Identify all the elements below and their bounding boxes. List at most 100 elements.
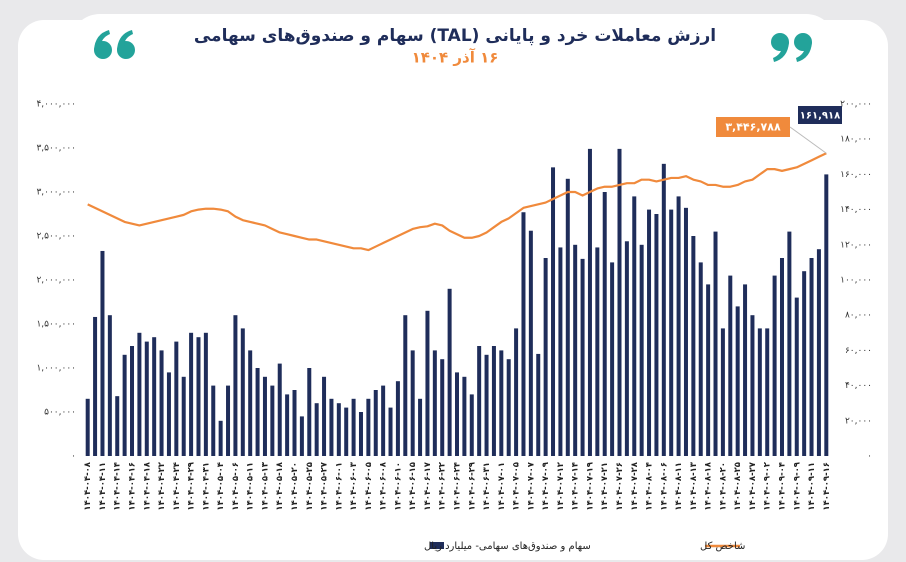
bar bbox=[403, 315, 408, 456]
y-tick-label: ۴,۰۰۰,۰۰۰ bbox=[36, 100, 76, 110]
x-tick-label: ۱۴۰۴-۰۵-۱۳ bbox=[260, 461, 270, 510]
bar bbox=[691, 236, 696, 456]
x-tick-label: ۱۴۰۴-۰۴-۲۲ bbox=[157, 461, 167, 510]
annotation-box bbox=[716, 117, 790, 137]
x-tick-label: ۱۴۰۴-۰۷-۲۱ bbox=[600, 462, 610, 511]
bar bbox=[351, 398, 356, 456]
bar bbox=[661, 163, 666, 456]
bar bbox=[824, 174, 829, 456]
y2-tick-label: ۲۰۰,۰۰۰ bbox=[840, 100, 872, 110]
bar bbox=[152, 337, 157, 456]
bar bbox=[373, 390, 378, 456]
x-tick-label: ۱۴۰۴-۰۵-۱۱ bbox=[246, 462, 256, 511]
x-tick-label: ۱۴۰۴-۰۸-۱۱ bbox=[674, 462, 684, 511]
y-tick-label: ۲,۰۰۰,۰۰۰ bbox=[36, 276, 76, 286]
bar bbox=[211, 385, 216, 456]
y2-tick-label: ۱۶۰,۰۰۰ bbox=[840, 170, 872, 180]
x-tick-label: ۱۴۰۴-۰۶-۲۹ bbox=[467, 461, 477, 510]
bar bbox=[240, 328, 245, 456]
y-tick-label: ۱,۰۰۰,۰۰۰ bbox=[36, 364, 76, 374]
y2-tick-label: ۱۰۰,۰۰۰ bbox=[840, 276, 872, 286]
bar bbox=[462, 376, 467, 456]
bar bbox=[676, 196, 681, 456]
bar bbox=[248, 350, 253, 456]
y2-tick-label: ۱۸۰,۰۰۰ bbox=[840, 135, 872, 145]
bar bbox=[196, 337, 201, 456]
bar bbox=[322, 376, 327, 456]
bar bbox=[137, 332, 142, 456]
x-tick-label: ۱۴۰۴-۰۶-۲۲ bbox=[438, 461, 448, 510]
bar bbox=[307, 368, 312, 456]
bar bbox=[506, 359, 511, 456]
bar bbox=[772, 275, 777, 456]
x-tick-label: ۱۴۰۴-۰۷-۰۵ bbox=[512, 462, 522, 511]
bar bbox=[551, 167, 556, 457]
bar bbox=[395, 381, 400, 456]
x-tick-label: ۱۴۰۴-۰۸-۲۵ bbox=[733, 462, 743, 511]
annotation-box bbox=[798, 106, 842, 124]
bar bbox=[728, 275, 733, 456]
x-tick-label: ۱۴۰۴-۰۶-۱۷ bbox=[423, 461, 433, 510]
bar bbox=[425, 310, 430, 456]
bar bbox=[491, 346, 496, 456]
bar bbox=[573, 244, 578, 456]
bar bbox=[277, 363, 282, 456]
bar bbox=[174, 341, 179, 456]
bar bbox=[144, 341, 149, 456]
bar bbox=[189, 332, 194, 456]
bar bbox=[432, 350, 437, 456]
y-tick-label: ۵۰۰,۰۰۰ bbox=[44, 408, 76, 418]
bar bbox=[610, 262, 615, 456]
bar bbox=[344, 407, 349, 456]
bar bbox=[255, 368, 260, 456]
x-tick-label: ۱۴۰۴-۰۶-۳۱ bbox=[482, 462, 492, 511]
bar bbox=[654, 214, 659, 456]
legend-swatch bbox=[430, 542, 444, 549]
x-tick-label: ۱۴۰۴-۰۶-۲۴ bbox=[453, 462, 463, 511]
x-tick-label: ۱۴۰۴-۰۷-۱۴ bbox=[571, 462, 581, 511]
bar bbox=[130, 346, 135, 456]
bar bbox=[706, 284, 711, 456]
x-tick-label: ۱۴۰۴-۰۹-۱۶ bbox=[822, 462, 832, 511]
x-tick-label: ۱۴۰۴-۰۴-۱۴ bbox=[113, 462, 123, 511]
y2-tick-label: ۱۴۰,۰۰۰ bbox=[840, 205, 872, 215]
bar bbox=[366, 398, 371, 456]
x-tick-label: ۱۴۰۴-۰۶-۰۸ bbox=[379, 461, 389, 510]
y2-tick-label: ۶۰,۰۰۰ bbox=[845, 346, 872, 356]
x-tick-label: ۱۴۰۴-۰۸-۱۳ bbox=[689, 461, 699, 510]
bar bbox=[203, 332, 208, 456]
bar bbox=[329, 398, 334, 456]
bar bbox=[720, 328, 725, 456]
bar bbox=[418, 398, 423, 456]
bar bbox=[218, 420, 223, 456]
y-tick-label: ۰ bbox=[71, 452, 76, 462]
bar bbox=[595, 247, 600, 456]
bar bbox=[358, 412, 363, 456]
bar bbox=[122, 354, 127, 456]
bar bbox=[388, 407, 393, 456]
bar bbox=[779, 258, 784, 456]
annotation-leader bbox=[789, 126, 827, 154]
bar bbox=[587, 148, 592, 456]
bar bbox=[713, 231, 718, 456]
legend-label: شاخص کل bbox=[700, 541, 745, 552]
title-banner bbox=[70, 14, 836, 74]
y2-tick-label: ۸۰,۰۰۰ bbox=[845, 311, 872, 321]
bar bbox=[440, 359, 445, 456]
x-tick-label: ۱۴۰۴-۰۴-۰۸ bbox=[83, 461, 93, 510]
bar bbox=[543, 258, 548, 456]
y-tick-label: ۳,۰۰۰,۰۰۰ bbox=[36, 188, 76, 198]
annotation: ۳,۴۴۶,۷۸۸ bbox=[725, 121, 781, 134]
chart-title: ارزش معاملات خرد و پایانی (TAL) سهام و ص… bbox=[194, 26, 716, 46]
bar bbox=[299, 416, 304, 456]
y2-tick-label: ۱۲۰,۰۰۰ bbox=[840, 240, 872, 250]
bar bbox=[735, 306, 740, 456]
bar bbox=[455, 372, 459, 456]
bar bbox=[270, 385, 275, 456]
bar bbox=[181, 376, 186, 456]
x-tick-label: ۱۴۰۴-۰۴-۲۹ bbox=[187, 461, 197, 510]
bar bbox=[647, 209, 652, 456]
bar bbox=[816, 249, 821, 456]
y-tick-label: ۳,۵۰۰,۰۰۰ bbox=[36, 144, 76, 154]
